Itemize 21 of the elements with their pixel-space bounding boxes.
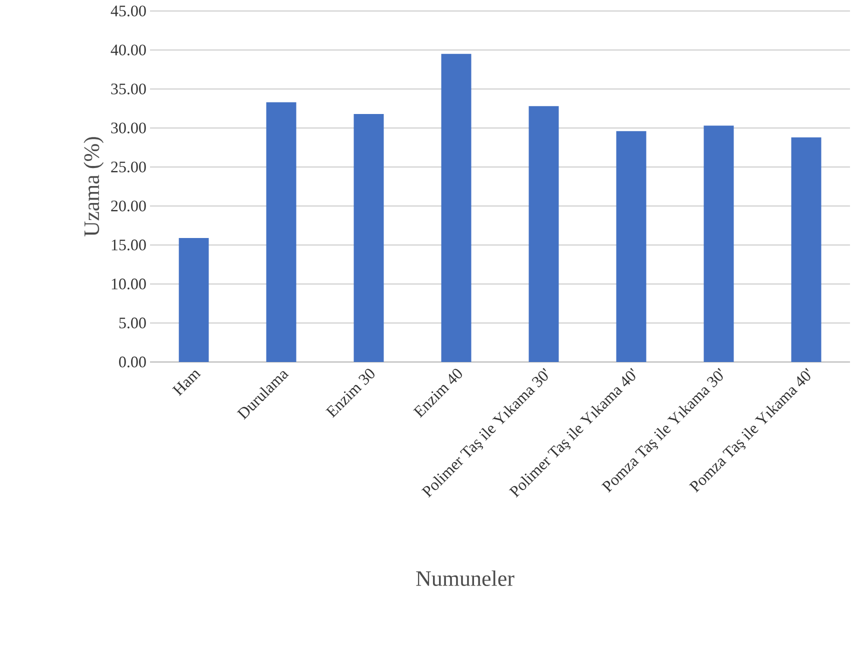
- bar: [178, 238, 209, 362]
- bar: [704, 126, 734, 362]
- y-tick-label: 0.00: [119, 356, 146, 368]
- bar: [441, 54, 472, 362]
- y-tick-label: 15.00: [112, 240, 146, 250]
- y-tick-label: 10.00: [112, 278, 146, 290]
- bar: [616, 131, 646, 362]
- y-tick-label: 40.00: [110, 44, 146, 56]
- bar: [528, 106, 559, 362]
- y-axis-title: Uzama (%): [84, 137, 104, 236]
- y-tick-label: 20.00: [111, 200, 146, 212]
- y-tick-label: 30.00: [111, 122, 146, 134]
- y-tick-label: 5.00: [119, 318, 146, 328]
- y-tick-label: 45.00: [110, 6, 146, 16]
- bar: [791, 137, 822, 362]
- y-tick-label: 25.00: [111, 162, 146, 172]
- bar: [354, 114, 384, 362]
- x-axis-title: Numuneler: [416, 570, 514, 586]
- y-tick-label: 35.00: [111, 84, 146, 94]
- bar: [266, 102, 296, 362]
- x-tick-label: Ham: [172, 370, 201, 396]
